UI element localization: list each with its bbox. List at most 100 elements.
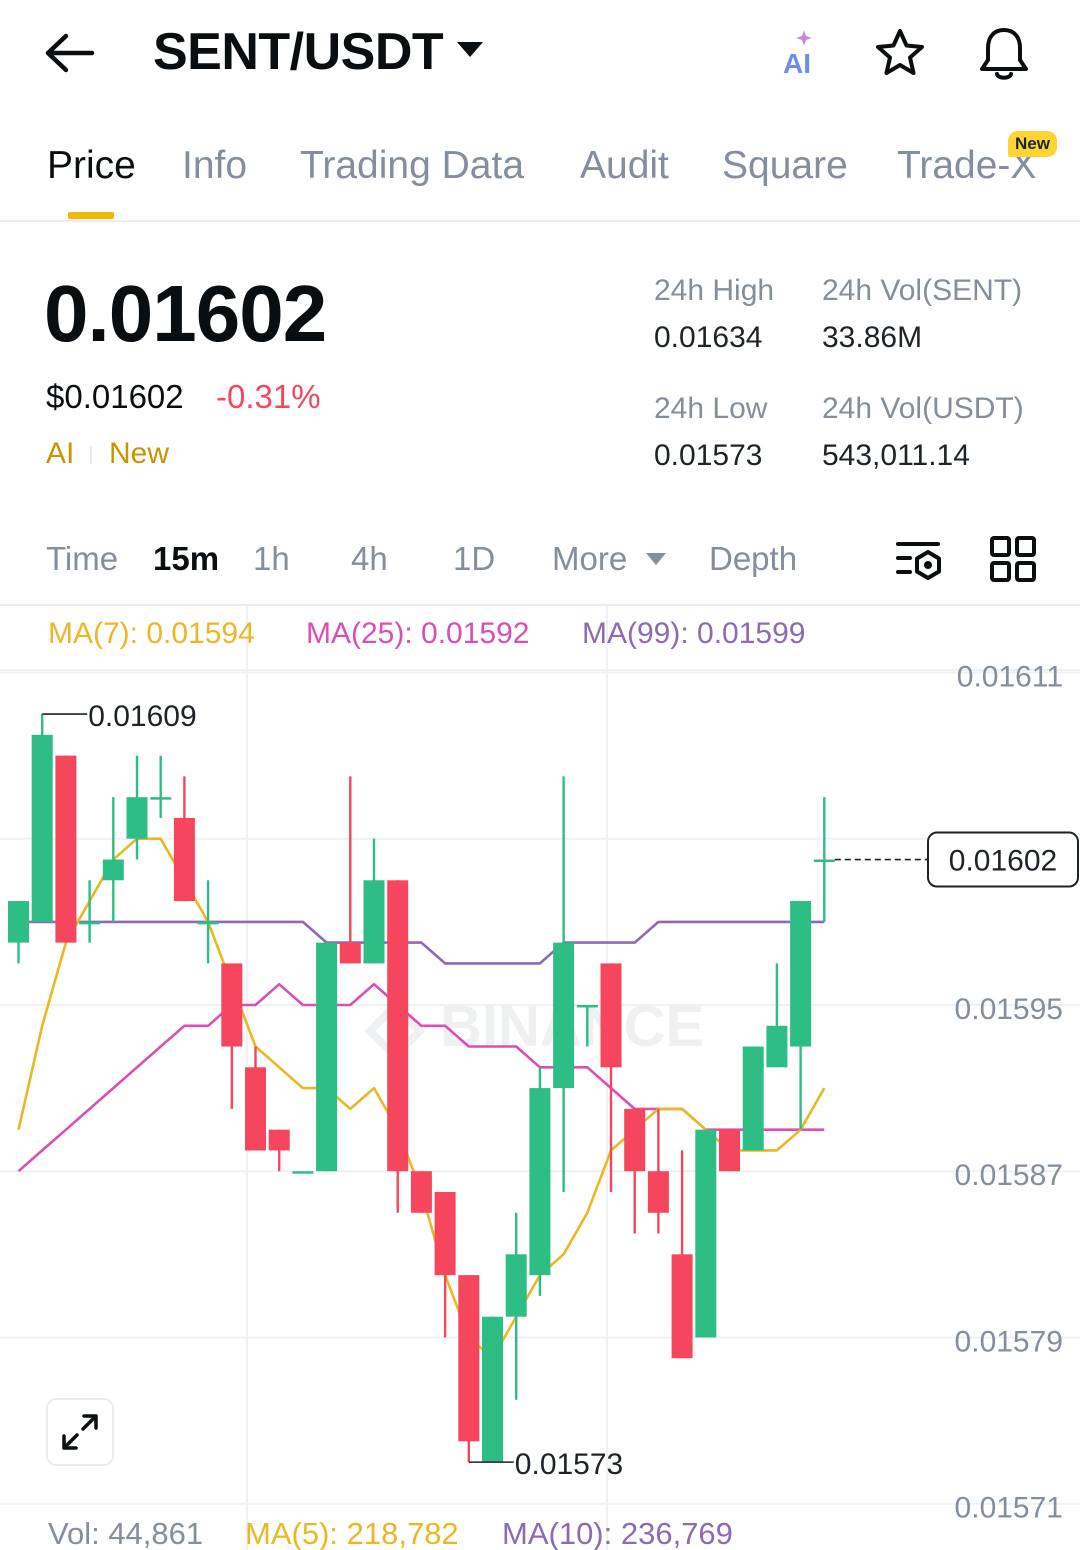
top-bar: SENT/USDT AI <box>0 0 1080 110</box>
candle-body <box>482 1316 503 1463</box>
tab-price[interactable]: Price <box>47 144 136 187</box>
y-axis-tick-label: 0.01595 <box>955 993 1063 1026</box>
back-button[interactable] <box>44 28 104 78</box>
vol-base-value: 33.86M <box>822 321 923 354</box>
candle-body <box>31 734 53 922</box>
candle-body <box>410 1171 432 1213</box>
interval-1d[interactable]: 1D <box>453 540 496 577</box>
candle-body <box>173 817 195 902</box>
candle-body <box>695 1129 717 1338</box>
pair-title[interactable]: SENT/USDT <box>153 23 444 81</box>
current-price-box <box>927 831 1079 888</box>
vol-quote-value: 543,011.14 <box>822 439 970 472</box>
candle-body <box>434 1191 456 1276</box>
high-price-marker: 0.01609 <box>88 700 196 733</box>
vol-base-label: 24h Vol(SENT) <box>822 274 1023 307</box>
candle-body <box>458 1275 480 1442</box>
fullscreen-button[interactable] <box>46 1398 114 1466</box>
y-axis-tick-label: 0.01587 <box>955 1159 1063 1192</box>
candle-body <box>576 1004 598 1008</box>
y-axis-tick-label: 0.01571 <box>955 1492 1063 1525</box>
new-tag[interactable]: New <box>109 437 170 470</box>
candle-body <box>316 942 338 1172</box>
current-price-label: 0.01602 <box>949 845 1057 878</box>
grid-icon <box>990 536 1036 582</box>
new-badge: New <box>1008 131 1057 157</box>
favorite-button[interactable] <box>872 26 928 82</box>
low-label: 24h Low <box>654 392 768 425</box>
interval-more[interactable]: More <box>552 540 628 577</box>
tag-divider <box>90 446 92 464</box>
candle-body <box>505 1254 527 1317</box>
active-tab-indicator <box>68 212 114 219</box>
arrow-left-icon <box>45 33 95 73</box>
star-icon <box>876 29 924 75</box>
tab-trading-data[interactable]: Trading Data <box>300 144 525 187</box>
bell-icon <box>980 28 1028 80</box>
candle-body <box>268 1129 290 1151</box>
volume-legend: Vol: 44,861 <box>48 1516 204 1550</box>
candle-body <box>126 797 148 839</box>
candle-body <box>790 901 812 1047</box>
candle-body <box>363 880 385 964</box>
candle-body <box>8 901 29 943</box>
candle-body <box>600 963 622 1068</box>
candle-body <box>150 797 172 800</box>
candle-body <box>55 755 77 943</box>
y-axis-tick-label: 0.01579 <box>955 1325 1063 1358</box>
interval-4h[interactable]: 4h <box>351 540 388 577</box>
alert-button[interactable] <box>974 24 1034 84</box>
candle-body <box>553 942 575 1089</box>
candle-body <box>647 1171 669 1213</box>
indicator-settings-icon <box>896 542 941 580</box>
candle-body <box>742 1046 764 1151</box>
candle-body <box>79 921 101 925</box>
expand-icon <box>62 1414 98 1450</box>
candlestick-chart[interactable]: BINANCE0.016110.016030.015950.015870.015… <box>0 606 1080 1550</box>
candle-body <box>766 1025 788 1068</box>
indicator-settings-button[interactable] <box>892 532 948 588</box>
high-label: 24h High <box>654 274 775 307</box>
interval-1h[interactable]: 1h <box>253 540 290 577</box>
tab-bar: Price Info Trading Data Audit Square Tra… <box>0 130 1080 222</box>
ai-label: AI <box>783 48 811 79</box>
last-price: 0.01602 <box>44 269 327 358</box>
ai-sparkle-icon <box>796 30 812 46</box>
vol-quote-label: 24h Vol(USDT) <box>822 392 1024 425</box>
chart-divider <box>0 604 1080 606</box>
usd-price: $0.01602 <box>46 378 184 415</box>
volume-ma10-legend: MA(10): 236,769 <box>502 1516 733 1550</box>
ma25-legend: MA(25): 0.01592 <box>306 617 530 650</box>
candle-body <box>671 1254 693 1359</box>
candle-body <box>813 859 835 863</box>
caret-down-icon[interactable] <box>457 42 483 57</box>
high-value: 0.01634 <box>654 321 763 354</box>
ma99-line <box>18 920 825 965</box>
tab-square[interactable]: Square <box>722 144 848 187</box>
interval-time[interactable]: Time <box>46 540 119 577</box>
candle-body <box>529 1088 551 1276</box>
tab-info[interactable]: Info <box>182 144 248 187</box>
candle-body <box>719 1129 740 1172</box>
candle-body <box>245 1067 266 1151</box>
price-change-percent: -0.31% <box>216 378 321 415</box>
candle-body <box>102 859 124 881</box>
interval-15m[interactable]: 15m <box>153 540 220 577</box>
volume-ma5-legend: MA(5): 218,782 <box>245 1516 459 1550</box>
candle-body <box>197 921 219 925</box>
caret-down-icon[interactable] <box>646 553 666 565</box>
candle-body <box>339 942 361 964</box>
interval-depth[interactable]: Depth <box>709 540 798 577</box>
ai-tag[interactable]: AI <box>46 437 75 470</box>
ma7-legend: MA(7): 0.01594 <box>48 617 255 650</box>
low-value: 0.01573 <box>654 439 763 472</box>
candle-body <box>624 1108 646 1172</box>
ai-button[interactable]: AI <box>778 26 826 82</box>
low-price-marker: 0.01573 <box>515 1448 623 1481</box>
ma99-legend: MA(99): 0.01599 <box>582 617 806 650</box>
tab-audit[interactable]: Audit <box>580 144 669 187</box>
layout-grid-button[interactable] <box>986 532 1042 588</box>
y-axis-tick-label: 0.01611 <box>957 660 1063 693</box>
candle-body <box>292 1171 314 1174</box>
candle-body <box>221 963 243 1047</box>
